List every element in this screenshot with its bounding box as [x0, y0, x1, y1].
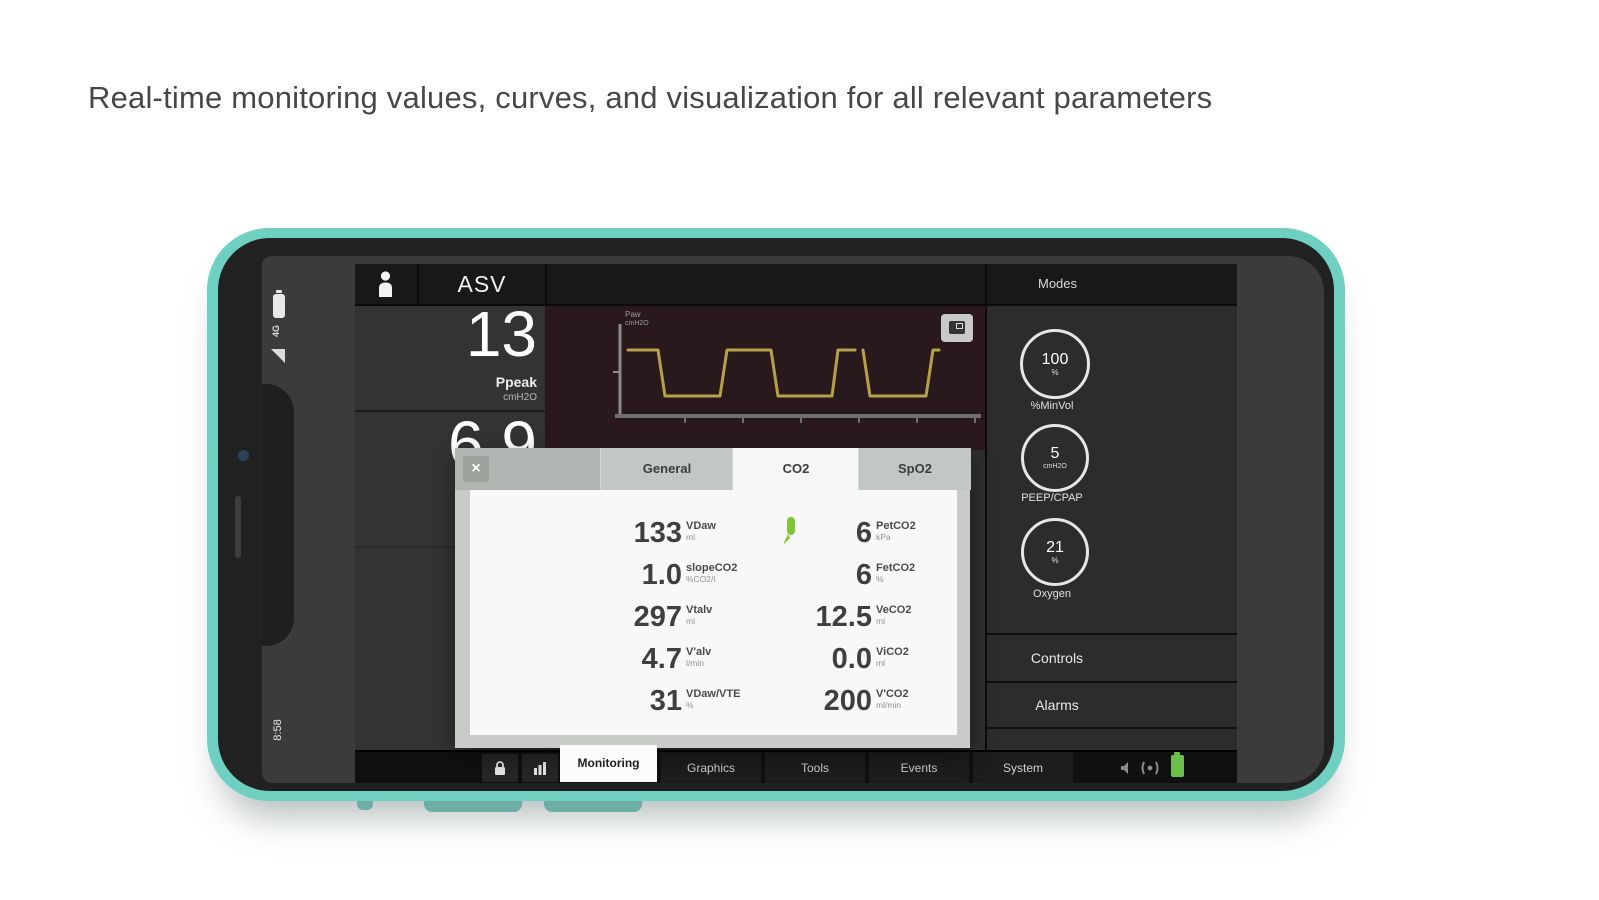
oxygen-label: Oxygen	[1033, 588, 1071, 600]
vco2-label: V'CO2 ml/min	[876, 688, 909, 710]
lock-button[interactable]	[482, 754, 518, 782]
phone-frame: 4G 8:58 ASV Modes	[207, 228, 1345, 801]
co2-parameters: 133 VDaw ml 6 PetCO2 kPa	[470, 490, 957, 735]
earpiece-speaker	[235, 496, 241, 558]
valv-value: 4.7	[641, 643, 682, 675]
app-topbar: ASV Modes	[355, 264, 1237, 306]
vdawvte-value: 31	[649, 685, 682, 717]
notch	[262, 384, 294, 646]
dialog-tab-general[interactable]: General	[600, 448, 733, 490]
panel-divider	[987, 727, 1237, 729]
connection-icon	[1141, 761, 1159, 775]
right-panel: 100 % %MinVol 5 cmH2O PEEP/CPAP 21 % Oxy…	[985, 306, 1237, 750]
status-signal-icon	[271, 349, 285, 363]
battery-icon	[1171, 752, 1184, 777]
tab-tools[interactable]: Tools	[765, 752, 865, 783]
tab-system[interactable]: System	[973, 752, 1073, 783]
fetco2-label: FetCO2%	[876, 562, 916, 584]
dialog-tab-spo2[interactable]: SpO2	[858, 448, 971, 490]
phone-screen: 4G 8:58 ASV Modes	[262, 256, 1324, 783]
slopeco2-label: slopeCO2 %CO2/l	[686, 562, 738, 584]
oxygen-value: 21	[1046, 539, 1064, 556]
monitor-divider	[355, 546, 545, 548]
monitoring-dialog: × General CO2 SpO2 133 VDaw ml	[455, 448, 971, 748]
status-time: 8:58	[272, 719, 284, 741]
oxygen-dial[interactable]: 21 %	[1021, 518, 1089, 586]
param-row: 4.7 V'alv l/min 0.0 ViCO2 ml	[470, 642, 957, 676]
tab-graphics[interactable]: Graphics	[661, 752, 761, 783]
topbar-divider	[985, 264, 987, 304]
expand-icon	[949, 321, 965, 334]
patient-button[interactable]	[355, 264, 417, 304]
param-row: 297 Vtalv ml 12.5 VeCO2 ml	[470, 600, 957, 634]
petco2-value: 6	[855, 517, 872, 549]
breath-bars-button[interactable]	[522, 754, 558, 782]
waveform-axis-label: Paw cmH2O	[625, 310, 649, 327]
topbar-divider	[417, 264, 419, 304]
valv-label: V'alv l/min	[686, 646, 712, 668]
alarms-button[interactable]: Alarms	[1035, 697, 1079, 713]
vtalv-label: Vtalv ml	[686, 604, 713, 626]
front-camera	[238, 450, 249, 461]
speaker-icon	[1121, 762, 1128, 774]
vico2-value: 0.0	[831, 643, 872, 675]
active-mode-label[interactable]: ASV	[457, 271, 507, 297]
oxygen-unit: %	[1051, 556, 1059, 565]
slopeco2-value: 1.0	[641, 559, 682, 591]
ppeak-value: 13	[465, 298, 537, 370]
bars-icon	[534, 762, 546, 775]
phone-bezel: 4G 8:58 ASV Modes	[218, 238, 1334, 791]
monitor-tile-ppeak[interactable]: 13 Ppeak cmH2O	[355, 302, 545, 410]
veco2-value: 12.5	[815, 601, 872, 633]
peep-dial[interactable]: 5 cmH2O	[1021, 424, 1089, 492]
param-row: 31 VDaw/VTE% 200 V'CO2 ml/min	[470, 684, 957, 718]
patient-icon	[379, 271, 392, 297]
vco2-value: 200	[823, 685, 872, 717]
bottom-tabbar: Graphics Tools Events System	[355, 750, 1237, 783]
fetco2-value: 6	[855, 559, 872, 591]
vico2-label: ViCO2 ml	[876, 646, 909, 668]
peep-unit: cmH2O	[1043, 463, 1067, 470]
veco2-label: VeCO2 ml	[876, 604, 912, 626]
peep-label: PEEP/CPAP	[1021, 492, 1083, 504]
panel-divider	[987, 633, 1237, 635]
tab-monitoring[interactable]: Monitoring	[560, 745, 657, 782]
lock-icon	[495, 761, 505, 775]
panel-divider	[987, 681, 1237, 683]
vtalv-value: 297	[633, 601, 682, 633]
waveform-panel: Paw cmH2O	[545, 306, 985, 450]
ventilator-app: ASV Modes 13 Ppeak cmH2O 6.9	[355, 264, 1237, 783]
tab-events[interactable]: Events	[869, 752, 969, 783]
pressure-waveform	[613, 324, 981, 423]
ppeak-label: Ppeak	[495, 374, 537, 390]
close-button[interactable]: ×	[463, 456, 489, 482]
waveform-expand-button[interactable]	[941, 314, 973, 342]
peep-value: 5	[1050, 445, 1060, 462]
param-row: 133 VDaw ml 6 PetCO2 kPa	[470, 516, 957, 550]
monitor-divider	[355, 410, 545, 412]
minvol-dial[interactable]: 100 %	[1020, 329, 1090, 399]
modes-button[interactable]: Modes	[1037, 276, 1078, 291]
dialog-tab-co2[interactable]: CO2	[732, 448, 859, 490]
ppeak-unit: cmH2O	[503, 392, 537, 403]
status-battery-icon	[273, 290, 285, 318]
minvol-unit: %	[1051, 368, 1059, 377]
page-title: Real-time monitoring values, curves, and…	[88, 80, 1213, 115]
controls-button[interactable]: Controls	[1030, 650, 1084, 666]
dialog-tabbar: × General CO2 SpO2	[455, 448, 971, 490]
co2-indicator-icon	[783, 517, 795, 545]
vdaw-value: 133	[633, 517, 682, 549]
param-row: 1.0 slopeCO2 %CO2/l 6 FetCO2%	[470, 558, 957, 592]
vdaw-label: VDaw ml	[686, 520, 716, 542]
petco2-label: PetCO2 kPa	[876, 520, 916, 542]
vdawvte-label: VDaw/VTE%	[686, 688, 741, 710]
topbar-divider	[545, 264, 547, 304]
minvol-label: %MinVol	[1030, 400, 1074, 412]
minvol-value: 100	[1041, 351, 1069, 368]
status-network-label: 4G	[271, 325, 281, 338]
